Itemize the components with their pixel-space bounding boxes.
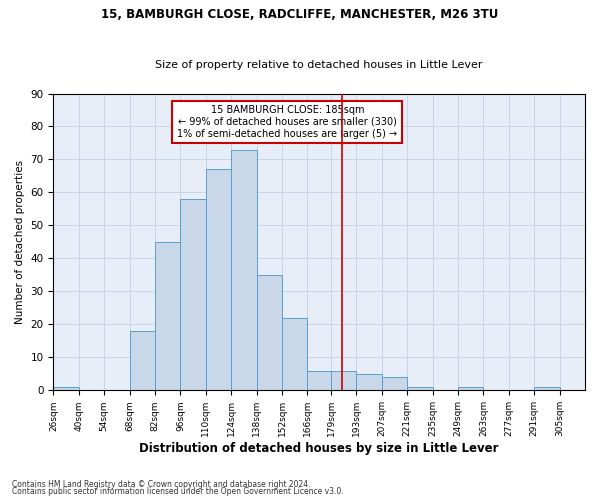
- Bar: [534, 387, 560, 390]
- Bar: [257, 275, 282, 390]
- Text: 15 BAMBURGH CLOSE: 185sqm
← 99% of detached houses are smaller (330)
1% of semi-: 15 BAMBURGH CLOSE: 185sqm ← 99% of detac…: [177, 106, 397, 138]
- Bar: [282, 318, 307, 390]
- Bar: [382, 377, 407, 390]
- X-axis label: Distribution of detached houses by size in Little Lever: Distribution of detached houses by size …: [139, 442, 499, 455]
- Bar: [231, 150, 257, 390]
- Bar: [458, 387, 484, 390]
- Text: Contains HM Land Registry data © Crown copyright and database right 2024.: Contains HM Land Registry data © Crown c…: [12, 480, 311, 489]
- Bar: [155, 242, 181, 390]
- Text: 15, BAMBURGH CLOSE, RADCLIFFE, MANCHESTER, M26 3TU: 15, BAMBURGH CLOSE, RADCLIFFE, MANCHESTE…: [101, 8, 499, 20]
- Bar: [130, 331, 155, 390]
- Bar: [307, 370, 331, 390]
- Bar: [356, 374, 382, 390]
- Bar: [407, 387, 433, 390]
- Bar: [181, 199, 206, 390]
- Text: Contains public sector information licensed under the Open Government Licence v3: Contains public sector information licen…: [12, 487, 344, 496]
- Bar: [331, 370, 356, 390]
- Title: Size of property relative to detached houses in Little Lever: Size of property relative to detached ho…: [155, 60, 483, 70]
- Bar: [53, 387, 79, 390]
- Bar: [206, 170, 231, 390]
- Y-axis label: Number of detached properties: Number of detached properties: [15, 160, 25, 324]
